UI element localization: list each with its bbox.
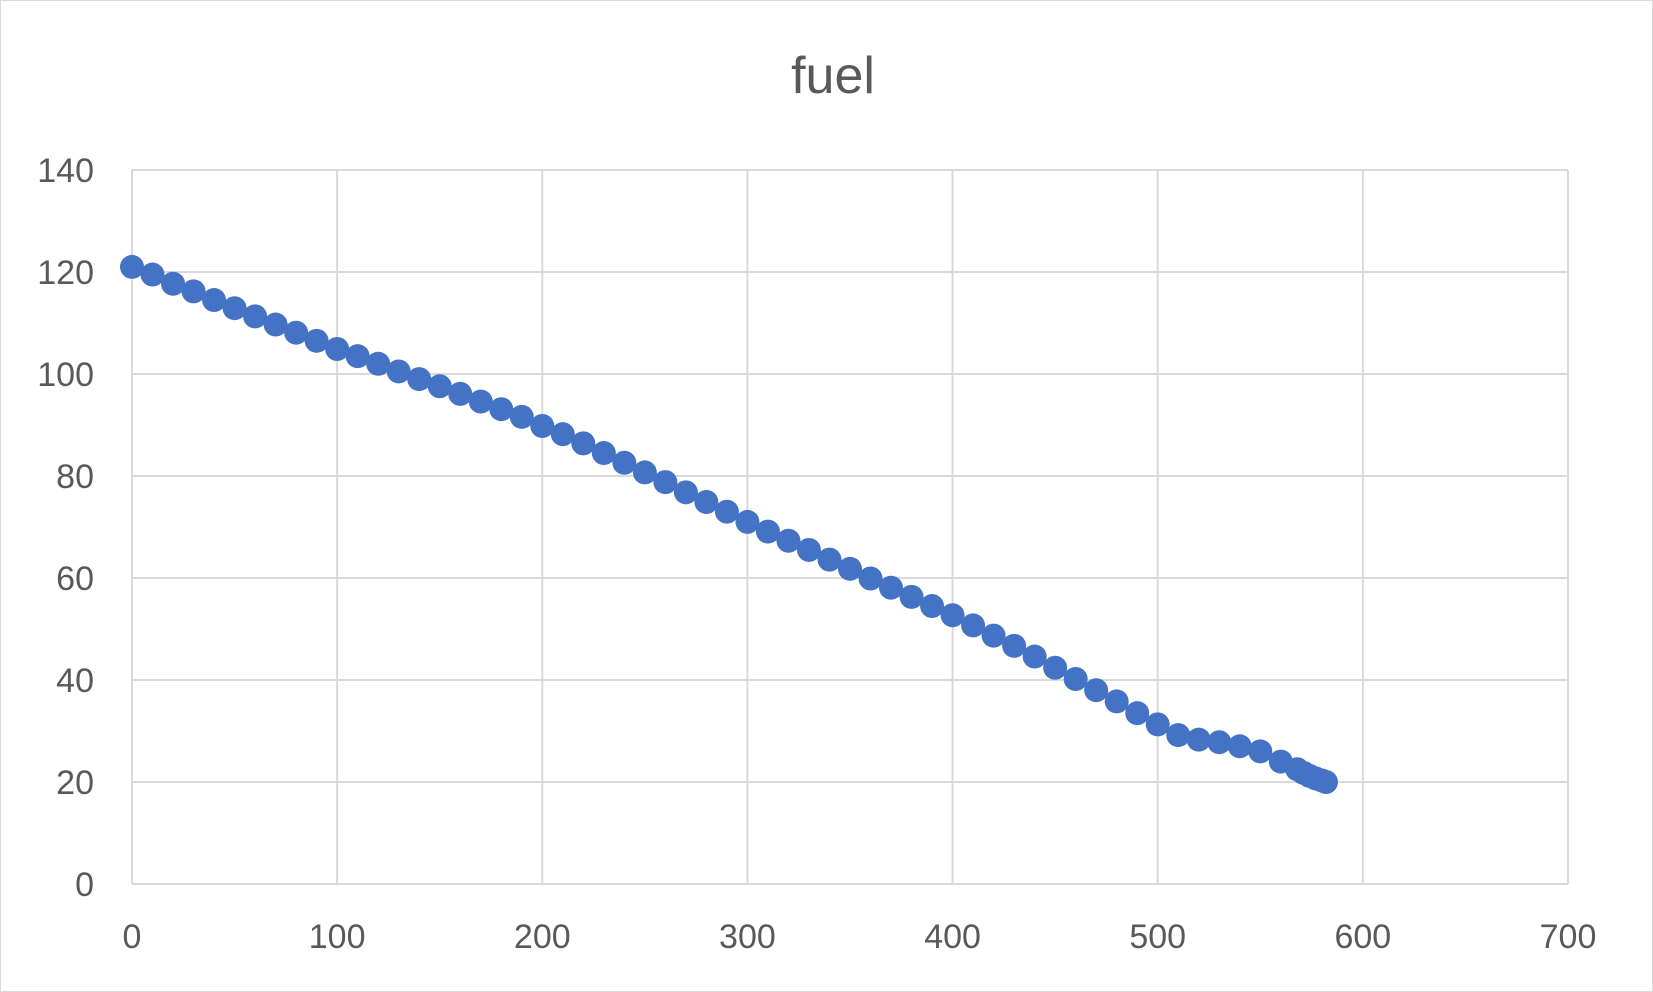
data-point bbox=[776, 528, 801, 553]
data-point bbox=[509, 404, 534, 429]
y-axis-tick-labels: 0 20 40 60 80 100 120 140 bbox=[37, 152, 94, 904]
data-points bbox=[120, 254, 1338, 794]
data-point bbox=[263, 312, 288, 337]
y-tick-label: 0 bbox=[75, 866, 94, 904]
data-point bbox=[735, 509, 760, 534]
y-tick-label: 60 bbox=[56, 560, 94, 598]
data-point bbox=[838, 556, 862, 581]
data-point bbox=[120, 254, 144, 279]
y-tick-label: 20 bbox=[56, 764, 94, 802]
data-point bbox=[899, 584, 924, 609]
data-point bbox=[673, 480, 698, 505]
data-point bbox=[1248, 739, 1273, 764]
data-point bbox=[694, 490, 719, 515]
chart-title: fuel bbox=[791, 47, 875, 105]
data-point bbox=[468, 389, 493, 414]
data-point bbox=[612, 450, 637, 475]
data-point bbox=[940, 603, 965, 628]
data-point bbox=[1084, 678, 1109, 703]
x-tick-label: 400 bbox=[924, 918, 981, 956]
data-point bbox=[879, 575, 904, 600]
data-point bbox=[858, 566, 883, 591]
x-tick-label: 300 bbox=[719, 918, 776, 956]
data-point bbox=[961, 613, 986, 638]
data-point bbox=[243, 304, 268, 329]
data-point bbox=[1125, 701, 1150, 726]
data-point bbox=[981, 623, 1006, 648]
data-point bbox=[550, 422, 575, 447]
data-point bbox=[325, 337, 350, 362]
y-tick-label: 140 bbox=[37, 152, 94, 190]
data-point bbox=[571, 431, 596, 456]
x-tick-label: 0 bbox=[123, 918, 142, 956]
data-point bbox=[632, 460, 657, 485]
y-tick-label: 120 bbox=[37, 254, 94, 292]
data-point bbox=[222, 296, 247, 321]
data-point bbox=[1063, 666, 1088, 691]
data-point bbox=[345, 344, 370, 369]
data-point bbox=[755, 519, 780, 544]
data-point bbox=[284, 320, 309, 345]
data-point bbox=[920, 594, 945, 619]
data-point bbox=[714, 499, 739, 524]
data-point bbox=[489, 397, 514, 422]
gridlines bbox=[131, 169, 1569, 885]
data-point bbox=[427, 374, 452, 399]
data-point bbox=[202, 288, 227, 313]
data-point bbox=[796, 537, 821, 562]
data-point bbox=[407, 367, 432, 392]
data-point bbox=[1227, 734, 1252, 759]
data-point bbox=[1145, 712, 1170, 737]
x-tick-label: 500 bbox=[1129, 918, 1186, 956]
data-point bbox=[530, 414, 555, 439]
data-point bbox=[1186, 727, 1211, 752]
data-point bbox=[1313, 770, 1338, 794]
data-point bbox=[161, 271, 186, 296]
x-tick-label: 200 bbox=[514, 918, 571, 956]
data-point bbox=[140, 262, 165, 287]
data-point bbox=[1207, 730, 1232, 755]
y-tick-label: 100 bbox=[37, 356, 94, 394]
x-axis-tick-labels: 0 100 200 300 400 500 600 700 bbox=[123, 918, 1597, 956]
data-point bbox=[653, 470, 678, 495]
data-point bbox=[1022, 644, 1047, 669]
y-tick-label: 40 bbox=[56, 662, 94, 700]
x-tick-label: 600 bbox=[1334, 918, 1391, 956]
data-point bbox=[366, 351, 391, 376]
data-point bbox=[591, 441, 616, 466]
data-point bbox=[181, 279, 206, 304]
y-tick-label: 80 bbox=[56, 458, 94, 496]
data-point bbox=[1002, 633, 1027, 658]
data-point bbox=[817, 547, 842, 572]
x-tick-label: 700 bbox=[1540, 918, 1597, 956]
data-point bbox=[1104, 689, 1129, 714]
data-point bbox=[386, 359, 411, 384]
data-point bbox=[448, 381, 473, 406]
data-point bbox=[1166, 723, 1191, 748]
x-tick-label: 100 bbox=[309, 918, 366, 956]
data-point bbox=[304, 328, 329, 353]
data-point bbox=[1043, 655, 1068, 680]
